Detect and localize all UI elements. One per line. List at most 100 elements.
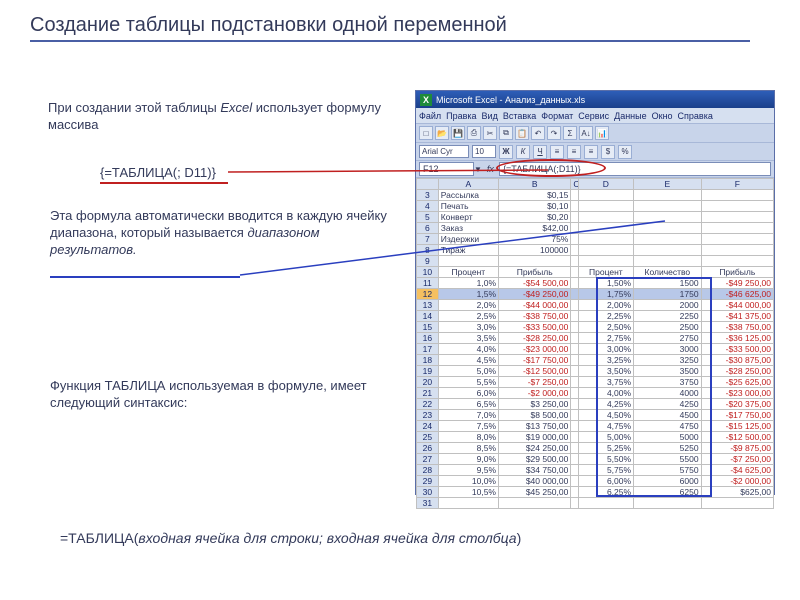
cell[interactable]: 1,0%	[438, 278, 498, 289]
cell[interactable]: $19 000,00	[499, 432, 571, 443]
cell[interactable]: 5500	[634, 454, 702, 465]
cell[interactable]: -$4 625,00	[701, 465, 773, 476]
paste-icon[interactable]: 📋	[515, 126, 529, 140]
row-header[interactable]: 18	[417, 355, 439, 366]
cell[interactable]: 1,50%	[578, 278, 633, 289]
align-left-icon[interactable]: ≡	[550, 145, 564, 159]
cell[interactable]: 1,5%	[438, 289, 498, 300]
cell[interactable]: 4,50%	[578, 410, 633, 421]
chart-icon[interactable]: 📊	[595, 126, 609, 140]
row-header[interactable]: 6	[417, 223, 439, 234]
cell[interactable]: 4750	[634, 421, 702, 432]
copy-icon[interactable]: ⧉	[499, 126, 513, 140]
cell[interactable]: 3,0%	[438, 322, 498, 333]
col-header[interactable]: E	[634, 179, 702, 190]
cell[interactable]: $0,20	[499, 212, 571, 223]
row-header[interactable]: 5	[417, 212, 439, 223]
row-header[interactable]: 26	[417, 443, 439, 454]
cell[interactable]: -$7 250,00	[701, 454, 773, 465]
cell[interactable]: 6,0%	[438, 388, 498, 399]
cell[interactable]: 4000	[634, 388, 702, 399]
cell[interactable]: 7,0%	[438, 410, 498, 421]
dropdown-icon[interactable]: ▼	[474, 165, 482, 174]
cell[interactable]: 4250	[634, 399, 702, 410]
cell[interactable]: -$17 750,00	[499, 355, 571, 366]
cell[interactable]: 10,5%	[438, 487, 498, 498]
menu-item[interactable]: Сервис	[578, 111, 609, 121]
row-header[interactable]: 21	[417, 388, 439, 399]
underline-icon[interactable]: Ч	[533, 145, 547, 159]
cell[interactable]: -$28 250,00	[499, 333, 571, 344]
cell[interactable]: 5,5%	[438, 377, 498, 388]
cell[interactable]: 75%	[499, 234, 571, 245]
cell[interactable]: 2000	[634, 300, 702, 311]
cell[interactable]: 6,00%	[578, 476, 633, 487]
cell[interactable]: 4,25%	[578, 399, 633, 410]
menu-item[interactable]: Файл	[419, 111, 441, 121]
row-header[interactable]: 28	[417, 465, 439, 476]
row-header[interactable]: 22	[417, 399, 439, 410]
cell[interactable]: -$12 500,00	[499, 366, 571, 377]
cell[interactable]: Процент	[438, 267, 498, 278]
cell[interactable]: 5,0%	[438, 366, 498, 377]
cell[interactable]: -$44 000,00	[499, 300, 571, 311]
cell[interactable]: Рассылка	[438, 190, 498, 201]
cell[interactable]: 2,25%	[578, 311, 633, 322]
cell[interactable]: 8,5%	[438, 443, 498, 454]
row-header[interactable]: 24	[417, 421, 439, 432]
cell[interactable]: -$9 875,00	[701, 443, 773, 454]
cell[interactable]: -$38 750,00	[499, 311, 571, 322]
row-header[interactable]: 17	[417, 344, 439, 355]
col-header[interactable]: D	[578, 179, 633, 190]
cell[interactable]: Прибыль	[499, 267, 571, 278]
cell[interactable]: $3 250,00	[499, 399, 571, 410]
cell[interactable]: -$41 375,00	[701, 311, 773, 322]
cell[interactable]: 3500	[634, 366, 702, 377]
cell[interactable]: -$25 625,00	[701, 377, 773, 388]
cell[interactable]: $8 500,00	[499, 410, 571, 421]
cell[interactable]: 5,25%	[578, 443, 633, 454]
row-header[interactable]: 14	[417, 311, 439, 322]
cell[interactable]: 1,75%	[578, 289, 633, 300]
cell[interactable]: -$33 500,00	[701, 344, 773, 355]
cell[interactable]: -$44 000,00	[701, 300, 773, 311]
menu-item[interactable]: Данные	[614, 111, 647, 121]
cell[interactable]: $45 250,00	[499, 487, 571, 498]
cell[interactable]: Печать	[438, 201, 498, 212]
cut-icon[interactable]: ✂	[483, 126, 497, 140]
row-header[interactable]: 30	[417, 487, 439, 498]
cell[interactable]: -$30 875,00	[701, 355, 773, 366]
cell[interactable]: 9,0%	[438, 454, 498, 465]
cell[interactable]: -$2 000,00	[499, 388, 571, 399]
cell[interactable]: Конверт	[438, 212, 498, 223]
cell[interactable]: -$33 500,00	[499, 322, 571, 333]
spreadsheet-grid[interactable]: ABCDEF3Рассылка$0,154Печать$0,105Конверт…	[416, 178, 774, 509]
font-size-box[interactable]: 10	[472, 145, 496, 158]
row-header[interactable]: 19	[417, 366, 439, 377]
cell[interactable]: 3,75%	[578, 377, 633, 388]
cell[interactable]: -$12 500,00	[701, 432, 773, 443]
cell[interactable]: Заказ	[438, 223, 498, 234]
cell[interactable]: -$49 250,00	[701, 278, 773, 289]
cell[interactable]: 2,75%	[578, 333, 633, 344]
cell[interactable]: $40 000,00	[499, 476, 571, 487]
cell[interactable]: $42,00	[499, 223, 571, 234]
row-header[interactable]: 8	[417, 245, 439, 256]
cell[interactable]: 6000	[634, 476, 702, 487]
sort-icon[interactable]: A↓	[579, 126, 593, 140]
row-header[interactable]: 7	[417, 234, 439, 245]
cell[interactable]: $0,10	[499, 201, 571, 212]
cell[interactable]: $625,00	[701, 487, 773, 498]
cell[interactable]: 2750	[634, 333, 702, 344]
cell[interactable]: 5,00%	[578, 432, 633, 443]
cell[interactable]: -$36 125,00	[701, 333, 773, 344]
cell[interactable]: 100000	[499, 245, 571, 256]
cell[interactable]: 3,5%	[438, 333, 498, 344]
row-header[interactable]: 11	[417, 278, 439, 289]
cell[interactable]: $13 750,00	[499, 421, 571, 432]
cell[interactable]: -$15 125,00	[701, 421, 773, 432]
cell[interactable]: 5000	[634, 432, 702, 443]
cell[interactable]: 4,5%	[438, 355, 498, 366]
cell[interactable]: -$17 750,00	[701, 410, 773, 421]
cell[interactable]: 5,75%	[578, 465, 633, 476]
